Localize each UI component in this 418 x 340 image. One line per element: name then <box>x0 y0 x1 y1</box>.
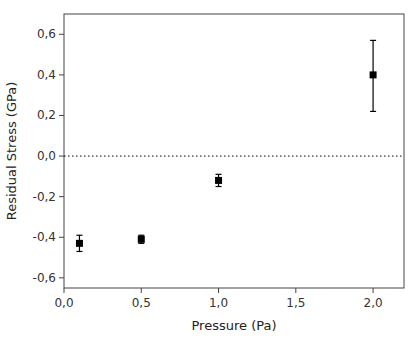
y-tick-label: 0,2 <box>37 108 56 122</box>
x-axis-label: Pressure (Pa) <box>191 318 276 333</box>
x-tick <box>64 288 65 293</box>
plot-frame <box>64 14 404 288</box>
point <box>138 236 145 243</box>
error-bar <box>370 40 376 111</box>
y-tick <box>59 277 64 278</box>
y-tick <box>59 196 64 197</box>
y-tick <box>59 34 64 35</box>
y-tick-label: -0,6 <box>33 271 56 285</box>
error-bar-cap <box>370 111 376 112</box>
x-tick-label: 1,5 <box>286 296 305 310</box>
x-tick <box>373 288 374 293</box>
reference-line <box>64 156 404 157</box>
x-tick-label: 2,0 <box>364 296 383 310</box>
error-bar-cap <box>370 40 376 41</box>
y-axis-label: Residual Stress (GPa) <box>4 82 19 221</box>
x-tick-label: 0,5 <box>132 296 151 310</box>
x-tick-label: 0,0 <box>54 296 73 310</box>
x-tick <box>141 288 142 293</box>
error-bar-cap <box>76 251 82 252</box>
y-tick-label: 0,6 <box>37 27 56 41</box>
x-tick <box>218 288 219 293</box>
error-bar-cap <box>216 174 222 175</box>
y-tick-label: -0,4 <box>33 230 56 244</box>
x-tick <box>295 288 296 293</box>
error-bar-cap <box>138 243 144 244</box>
point <box>370 71 377 78</box>
plot-area <box>64 40 404 251</box>
y-tick <box>59 115 64 116</box>
x-tick-label: 1,0 <box>209 296 228 310</box>
error-bar-cap <box>138 235 144 236</box>
point <box>76 240 83 247</box>
error-bar <box>216 174 222 186</box>
error-bar-cap <box>76 235 82 236</box>
y-tick <box>59 74 64 75</box>
error-bar <box>138 235 144 243</box>
point <box>215 177 222 184</box>
y-tick-label: -0,2 <box>33 190 56 204</box>
y-tick <box>59 156 64 157</box>
y-tick-label: 0,0 <box>37 149 56 163</box>
error-bar <box>76 235 82 251</box>
chart: 0,0 0,5 1,0 1,5 2,0 -0,6 -0,4 -0,2 0,0 0,2 0,4 0,6 P… <box>0 0 418 340</box>
y-tick-label: 0,4 <box>37 68 56 82</box>
y-tick <box>59 237 64 238</box>
error-bar-cap <box>216 186 222 187</box>
